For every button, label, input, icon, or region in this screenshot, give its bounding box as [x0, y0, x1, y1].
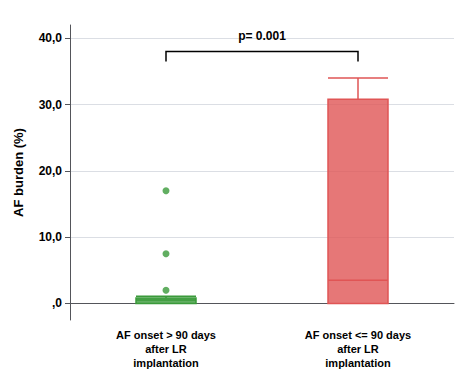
svg-text:p= 0.001: p= 0.001 — [238, 29, 286, 43]
svg-text:,0: ,0 — [52, 296, 62, 310]
svg-text:after LR: after LR — [145, 343, 187, 355]
svg-text:implantation: implantation — [133, 357, 199, 369]
svg-text:after LR: after LR — [337, 343, 379, 355]
svg-text:30,0: 30,0 — [39, 98, 63, 112]
svg-text:implantation: implantation — [325, 357, 391, 369]
svg-text:AF onset > 90 days: AF onset > 90 days — [116, 329, 216, 341]
svg-text:AF burden (%): AF burden (%) — [11, 128, 26, 217]
svg-text:20,0: 20,0 — [39, 164, 63, 178]
svg-text:10,0: 10,0 — [39, 230, 63, 244]
svg-text:AF onset <= 90 days: AF onset <= 90 days — [305, 329, 411, 341]
svg-text:40,0: 40,0 — [39, 31, 63, 45]
